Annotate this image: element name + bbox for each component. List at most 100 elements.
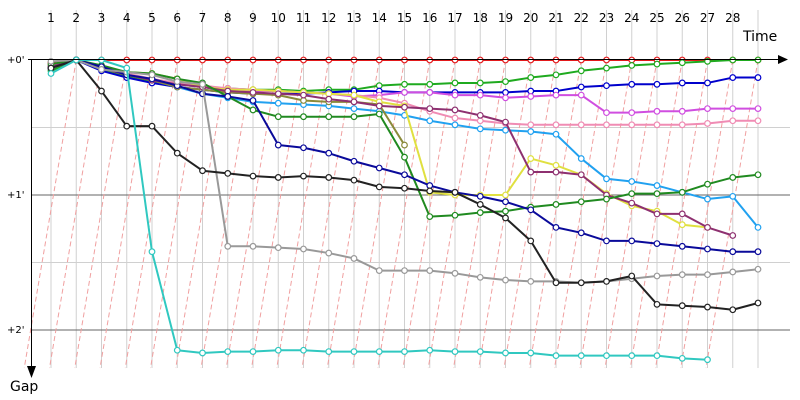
- data-point: [426, 346, 434, 354]
- data-point: [754, 265, 762, 273]
- data-point: [628, 62, 636, 69]
- data-point: [426, 88, 434, 96]
- data-point: [274, 244, 282, 252]
- data-point: [502, 88, 509, 96]
- data-point: [527, 278, 535, 285]
- data-point: [300, 245, 307, 253]
- x-tick-label: 7: [199, 11, 207, 25]
- data-point: [754, 74, 762, 81]
- x-tick-label: 19: [498, 11, 513, 25]
- data-point: [401, 267, 408, 275]
- data-point: [426, 187, 434, 195]
- data-point: [754, 223, 762, 231]
- data-point: [729, 192, 737, 200]
- data-point: [678, 354, 686, 362]
- data-point: [653, 60, 661, 68]
- data-point: [577, 171, 585, 179]
- x-tick-label: 20: [523, 11, 538, 25]
- data-point: [401, 348, 408, 356]
- data-point: [224, 93, 232, 100]
- series-lines: [47, 56, 762, 364]
- data-point: [502, 198, 509, 206]
- data-point: [653, 80, 661, 88]
- data-point: [476, 117, 484, 125]
- data-point: [375, 110, 383, 118]
- data-point: [325, 149, 333, 157]
- data-point: [754, 171, 762, 179]
- data-point: [527, 206, 535, 214]
- series-11: [47, 56, 762, 256]
- data-point: [577, 67, 585, 75]
- data-point: [628, 237, 636, 245]
- data-point: [502, 78, 509, 85]
- data-point: [325, 249, 333, 257]
- data-point: [274, 99, 282, 107]
- data-point: [552, 168, 560, 176]
- data-point: [653, 190, 661, 198]
- data-point: [628, 80, 636, 88]
- data-point: [249, 88, 257, 96]
- data-point: [476, 348, 484, 356]
- data-point: [451, 106, 459, 114]
- data-point: [729, 174, 737, 181]
- x-tick-label: 8: [224, 11, 232, 25]
- y-tick-label: +2': [7, 325, 25, 336]
- x-tick-label: 6: [173, 11, 181, 25]
- lap-line: [23, 59, 77, 369]
- data-point: [426, 117, 434, 125]
- data-point: [678, 242, 686, 250]
- data-point: [350, 176, 358, 184]
- data-point: [577, 121, 585, 129]
- series-14: [47, 56, 711, 364]
- x-tick-label: 12: [321, 11, 336, 25]
- data-point: [704, 180, 711, 188]
- lap-line: [74, 59, 128, 369]
- data-point: [401, 80, 408, 88]
- x-tick-label: 27: [700, 11, 715, 25]
- data-point: [704, 271, 711, 279]
- data-point: [577, 229, 585, 237]
- data-point: [451, 114, 459, 122]
- lap-line: [503, 59, 557, 369]
- data-point: [704, 223, 711, 231]
- data-point: [729, 268, 737, 276]
- data-point: [628, 190, 636, 198]
- data-point: [552, 279, 560, 287]
- data-point: [603, 121, 610, 129]
- lap-line: [99, 59, 153, 369]
- x-tick-label: 21: [548, 11, 563, 25]
- data-point: [451, 91, 459, 99]
- data-point: [552, 223, 560, 231]
- data-point: [552, 352, 560, 360]
- data-point: [527, 237, 535, 245]
- data-point: [603, 175, 610, 183]
- x-tick-label: 23: [599, 11, 614, 25]
- data-point: [502, 126, 509, 134]
- data-point: [527, 168, 535, 176]
- data-point: [729, 105, 737, 112]
- data-point: [476, 79, 484, 87]
- x-tick-label: 2: [72, 11, 80, 25]
- data-point: [224, 242, 232, 250]
- lap-line: [225, 59, 279, 369]
- data-point: [704, 105, 711, 112]
- data-point: [577, 83, 585, 91]
- x-tick-label: 10: [271, 11, 286, 25]
- data-point: [325, 113, 333, 121]
- lap-line: [200, 59, 254, 369]
- data-point: [628, 199, 636, 207]
- data-point: [274, 174, 282, 181]
- data-point: [476, 201, 484, 208]
- y-tick-label: +1': [7, 190, 25, 201]
- axes: Time Gap: [10, 29, 788, 395]
- data-point: [199, 349, 206, 357]
- data-point: [325, 348, 333, 356]
- data-point: [527, 155, 535, 162]
- data-point: [325, 174, 333, 181]
- data-point: [704, 245, 711, 253]
- data-point: [754, 299, 762, 307]
- data-point: [704, 120, 711, 127]
- data-point: [148, 122, 156, 130]
- data-point: [375, 267, 383, 275]
- data-point: [729, 306, 737, 314]
